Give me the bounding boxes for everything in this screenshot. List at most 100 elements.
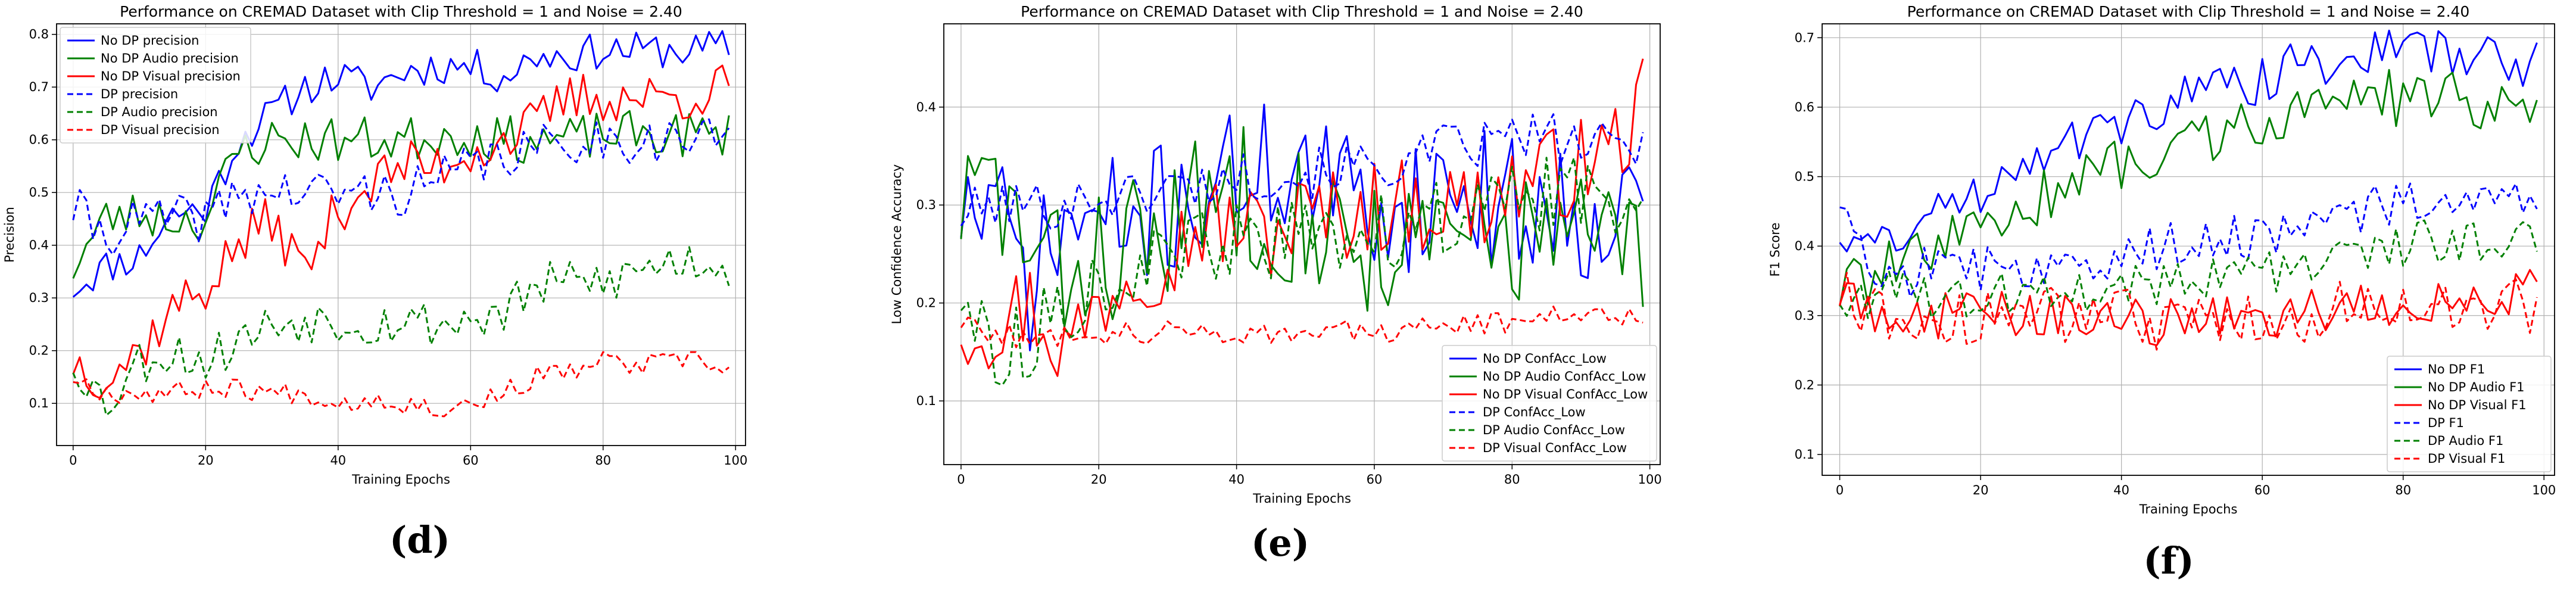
legend-label: No DP ConfAcc_Low xyxy=(1483,351,1607,366)
y-tick-label: 0.7 xyxy=(1795,30,1814,45)
x-tick-label: 80 xyxy=(1504,472,1520,487)
x-tick-label: 100 xyxy=(2532,483,2556,497)
legend-label: DP F1 xyxy=(2428,416,2464,430)
legend-label: No DP Audio precision xyxy=(101,51,239,66)
y-tick-label: 0.4 xyxy=(916,100,936,114)
y-tick-label: 0.3 xyxy=(916,198,936,212)
legend-label: No DP precision xyxy=(101,33,199,48)
series-line-no-dp-f1 xyxy=(1839,29,2538,253)
legend-label: DP precision xyxy=(101,87,178,101)
axes-frame xyxy=(56,23,746,446)
legend: No DP precision No DP Audio precision No D… xyxy=(60,27,251,144)
axes-frame xyxy=(943,23,1661,465)
x-tick-label: 0 xyxy=(1836,483,1844,497)
x-tick-label: 40 xyxy=(2113,483,2129,497)
legend-label: DP Visual ConfAcc_Low xyxy=(1483,441,1627,456)
caption-e: (e) xyxy=(1250,521,1310,565)
y-tick-label: 0.6 xyxy=(29,133,49,147)
x-tick-label: 0 xyxy=(957,472,965,487)
legend-box xyxy=(2387,356,2552,472)
legend-label: No DP Visual ConfAcc_Low xyxy=(1483,387,1648,402)
y-tick-label: 0.2 xyxy=(29,344,49,358)
x-axis-label: Training Epochs xyxy=(2139,502,2238,516)
legend-label: DP ConfAcc_Low xyxy=(1483,405,1586,420)
series-line-dp-precision xyxy=(72,118,730,256)
x-tick-label: 0 xyxy=(69,453,77,468)
x-tick-label: 20 xyxy=(198,453,214,468)
y-tick-label: 0.5 xyxy=(29,185,49,200)
x-tick-label: 100 xyxy=(723,453,747,468)
chart-title: Performance on CREMAD Dataset with Clip … xyxy=(1021,3,1583,20)
legend: No DP F1 No DP Audio F1 No DP Visual F1 DP … xyxy=(2387,356,2552,472)
chart-3: 0.1 0.2 0.3 0.4 0.5 0.6 0.7 0 20 40 60 80 100 Perform… xyxy=(1768,3,2556,516)
axes-frame xyxy=(1822,23,2555,476)
series-line-no-dp-precision xyxy=(72,30,730,298)
x-tick-label: 20 xyxy=(1091,472,1107,487)
chart-title: Performance on CREMAD Dataset with Clip … xyxy=(1907,3,2470,20)
series-line-no-dp-audio-f1 xyxy=(1839,68,2538,307)
y-tick-label: 0.4 xyxy=(29,238,49,253)
legend-box xyxy=(1442,345,1657,462)
x-axis-label: Training Epochs xyxy=(1252,491,1351,506)
legend: No DP ConfAcc_Low No DP Audio ConfAcc_Low… xyxy=(1442,345,1657,462)
series-group xyxy=(1839,29,2538,351)
legend-label: No DP Audio F1 xyxy=(2428,380,2525,394)
y-axis-label: Precision xyxy=(2,207,17,263)
y-tick-label: 0.2 xyxy=(916,296,936,310)
legend-label: No DP Visual F1 xyxy=(2428,398,2527,412)
legend-label: DP Audio F1 xyxy=(2428,434,2503,448)
legend-label: No DP F1 xyxy=(2428,362,2485,376)
series-line-dp-f1 xyxy=(1839,182,2538,298)
legend-label: DP Visual precision xyxy=(101,123,220,137)
x-tick-label: 40 xyxy=(330,453,346,468)
x-tick-label: 100 xyxy=(1638,472,1662,487)
series-line-no-dp-audio-precision xyxy=(72,110,730,279)
y-axis-label: F1 Score xyxy=(1768,223,1782,277)
series-line-dp-visual-f1 xyxy=(1839,272,2538,351)
y-tick-label: 0.4 xyxy=(1795,239,1814,253)
x-tick-label: 60 xyxy=(1367,472,1383,487)
series-group xyxy=(960,58,1644,387)
x-tick-label: 80 xyxy=(595,453,611,468)
y-tick-label: 0.8 xyxy=(29,27,49,42)
chart-2: 0.1 0.2 0.3 0.4 0 20 40 60 80 100 Performance on C… xyxy=(890,3,1662,506)
y-tick-label: 0.3 xyxy=(1795,309,1814,323)
y-tick-label: 0.1 xyxy=(916,394,936,408)
series-line-dp-audio-f1 xyxy=(1839,219,2538,319)
legend-box xyxy=(60,27,251,144)
y-tick-label: 0.5 xyxy=(1795,170,1814,184)
legend-label: DP Audio precision xyxy=(101,105,218,119)
series-line-dp-audio-precision xyxy=(72,246,730,416)
x-tick-label: 40 xyxy=(1228,472,1245,487)
y-tick-label: 0.1 xyxy=(29,396,49,410)
x-tick-label: 80 xyxy=(2395,483,2411,497)
series-line-dp-visual-confacc-low xyxy=(960,306,1643,348)
series-line-dp-visual-precision xyxy=(73,351,730,418)
y-tick-label: 0.2 xyxy=(1795,378,1814,392)
caption-f: (f) xyxy=(2143,539,2194,583)
chart-1: 0.1 0.2 0.3 0.4 0.5 0.6 0.7 0.8 0 20 40 60 80 100 Perf… xyxy=(2,3,747,487)
x-axis-label: Training Epochs xyxy=(351,472,450,487)
series-line-no-dp-confacc-low xyxy=(960,104,1644,351)
series-line-no-dp-visual-f1 xyxy=(1839,269,2538,347)
y-tick-label: 0.3 xyxy=(29,291,49,305)
x-tick-label: 60 xyxy=(2254,483,2271,497)
y-tick-label: 0.6 xyxy=(1795,100,1814,114)
series-line-no-dp-visual-confacc-low xyxy=(960,58,1644,377)
caption-d: (d) xyxy=(389,518,451,562)
legend-label: No DP Audio ConfAcc_Low xyxy=(1483,369,1646,384)
legend-label: No DP Visual precision xyxy=(101,69,241,83)
y-axis-label: Low Confidence Accuracy xyxy=(890,164,904,325)
legend-label: DP Audio ConfAcc_Low xyxy=(1483,423,1625,438)
series-group xyxy=(72,30,730,418)
series-line-dp-confacc-low xyxy=(960,113,1644,230)
series-line-no-dp-visual-precision xyxy=(72,64,730,399)
x-tick-label: 20 xyxy=(1973,483,1989,497)
x-tick-label: 60 xyxy=(463,453,479,468)
chart-title: Performance on CREMAD Dataset with Clip … xyxy=(120,3,682,20)
series-line-no-dp-audio-confacc-low xyxy=(960,126,1644,329)
legend-label: DP Visual F1 xyxy=(2428,451,2505,466)
y-tick-label: 0.7 xyxy=(29,80,49,94)
y-tick-label: 0.1 xyxy=(1795,447,1814,462)
